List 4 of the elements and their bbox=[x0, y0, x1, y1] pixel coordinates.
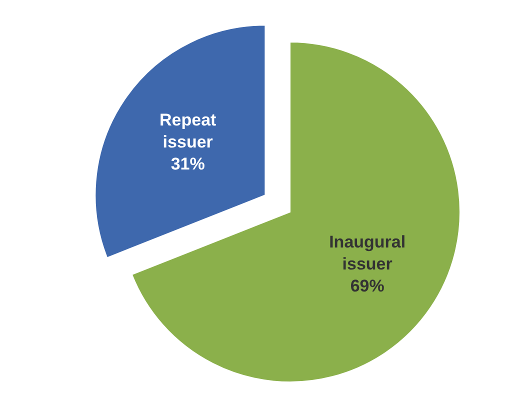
slice-label: Inaugural issuer bbox=[329, 232, 406, 274]
slice-label: Repeat issuer bbox=[160, 110, 217, 152]
data-label: 69% bbox=[350, 276, 384, 296]
data-label: 31% bbox=[170, 154, 205, 174]
